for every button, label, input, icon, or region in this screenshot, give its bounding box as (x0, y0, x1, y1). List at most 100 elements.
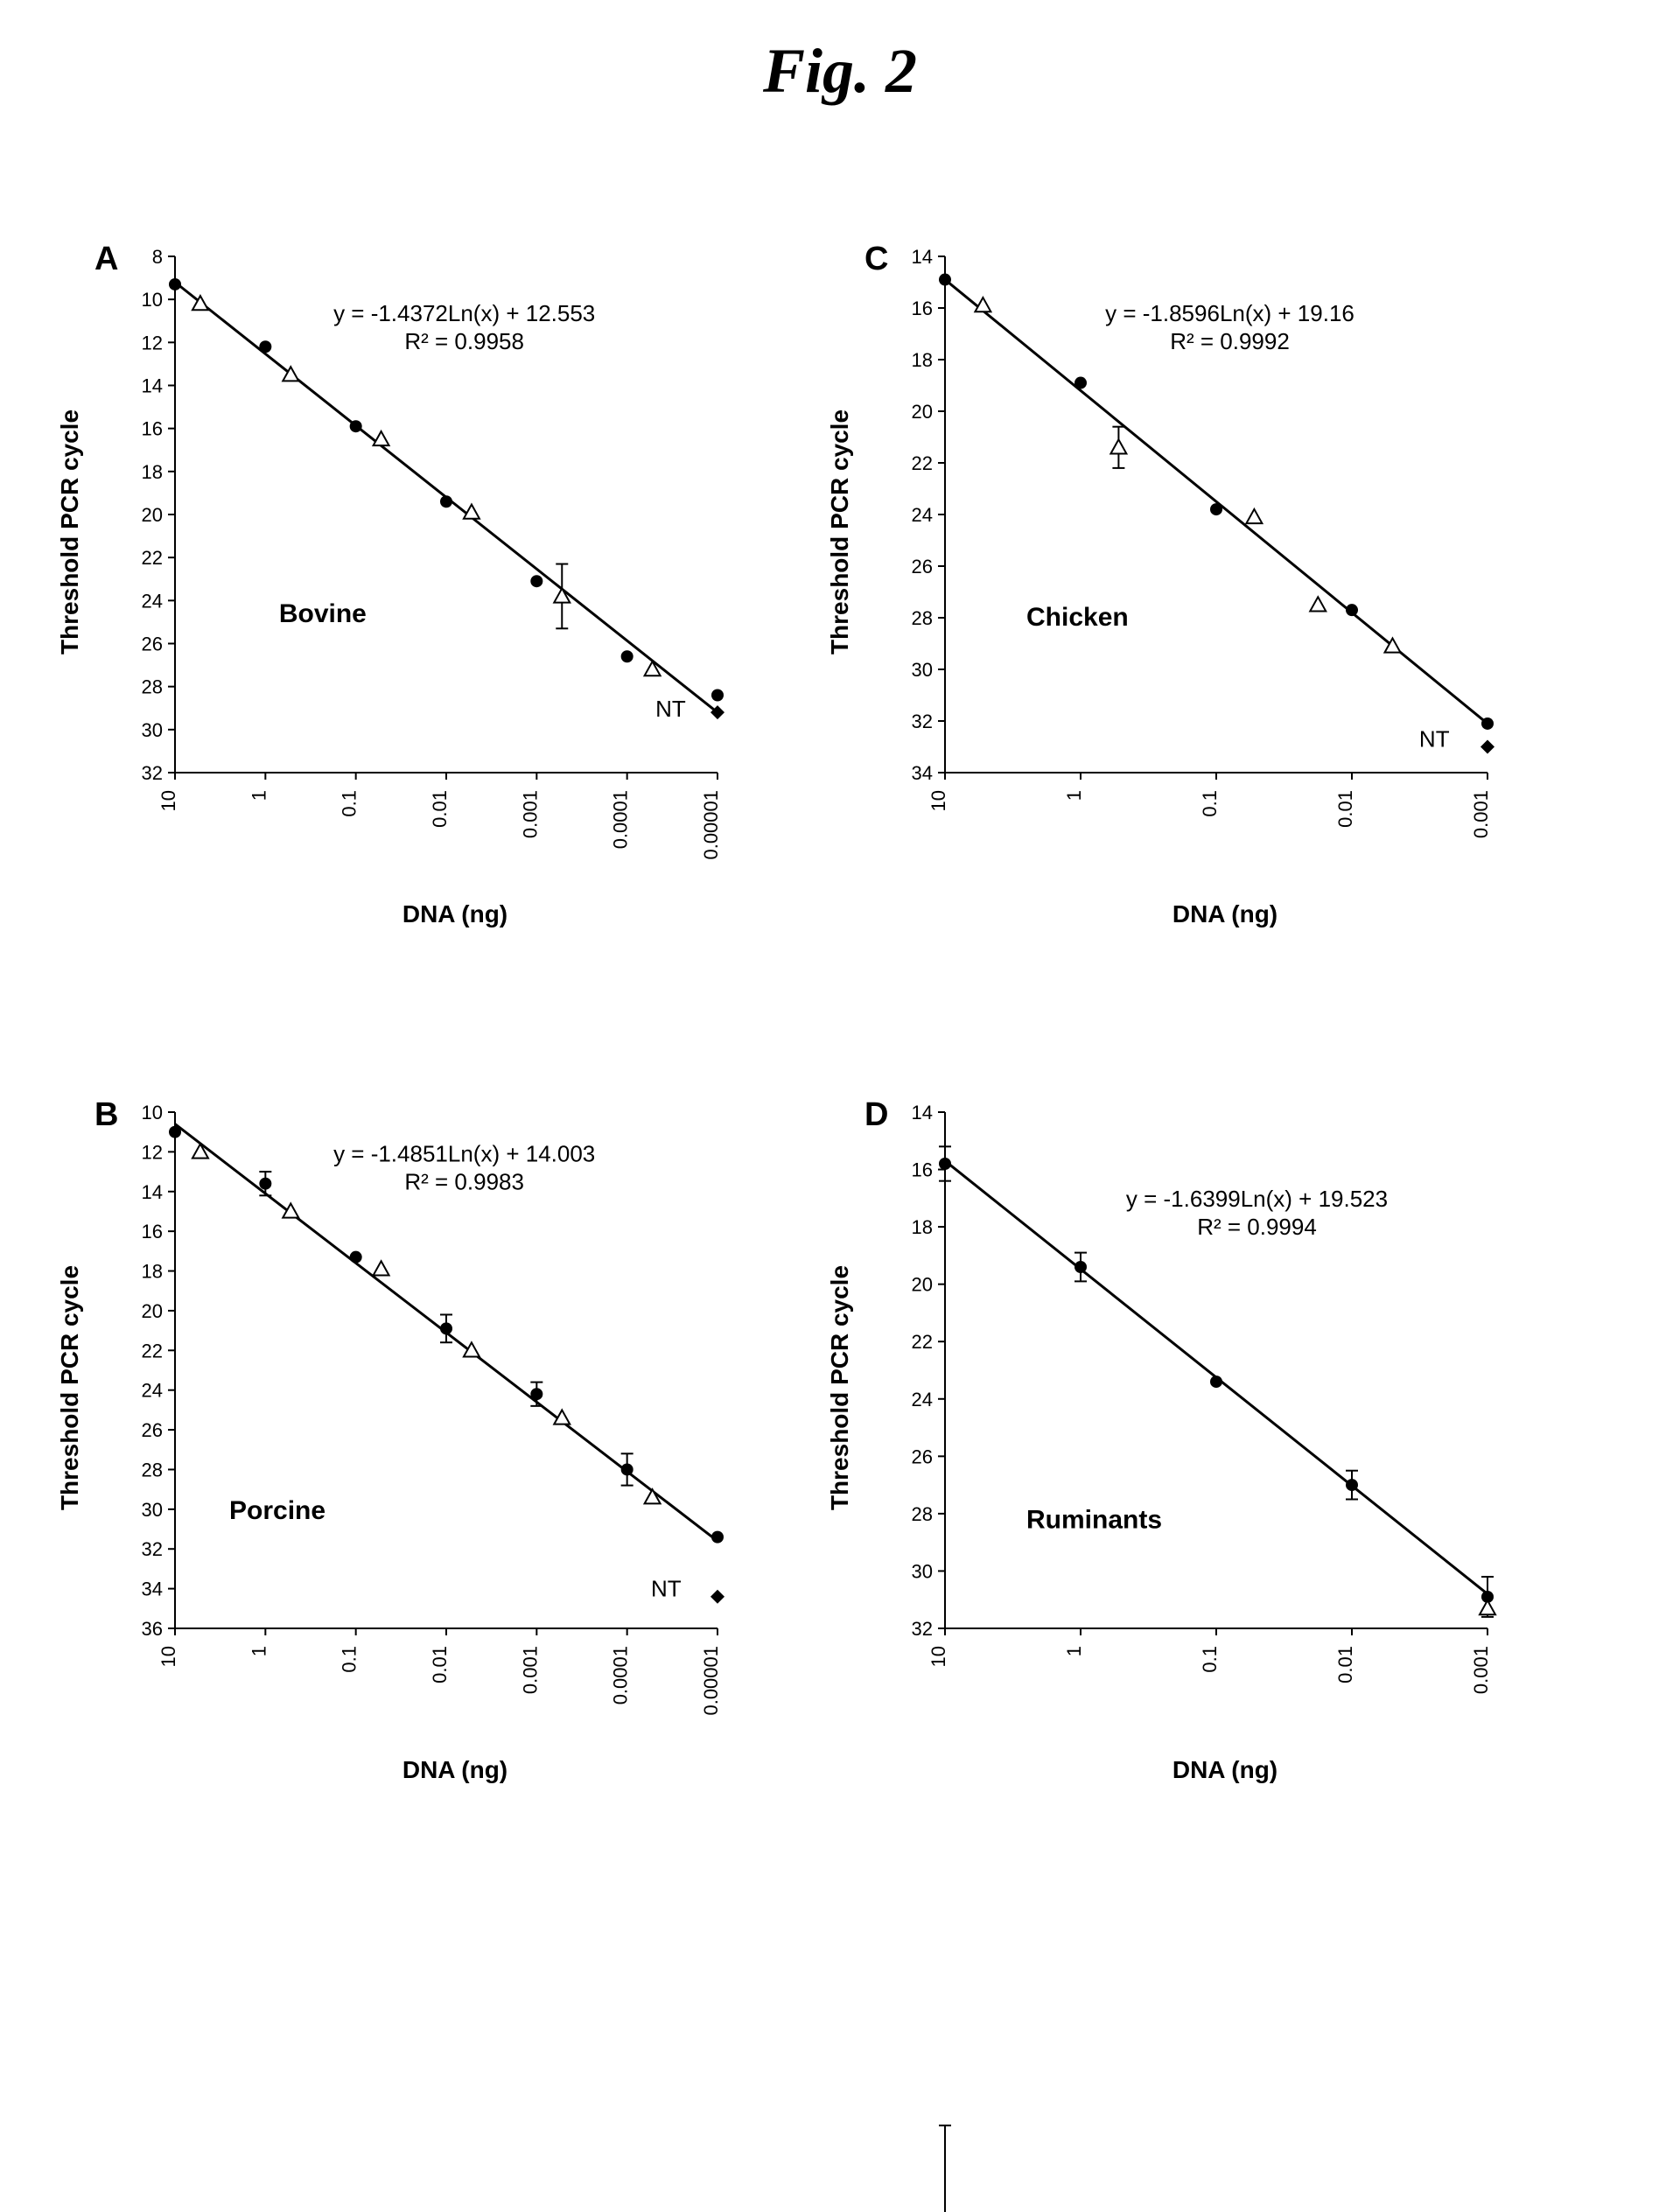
svg-text:36: 36 (142, 1618, 163, 1640)
svg-text:28: 28 (142, 1459, 163, 1480)
y-axis-label: Threshold PCR cycle (826, 1265, 854, 1510)
svg-text:28: 28 (912, 1503, 933, 1525)
svg-text:0.01: 0.01 (429, 790, 451, 828)
svg-text:10: 10 (158, 1646, 179, 1667)
svg-text:32: 32 (142, 1538, 163, 1560)
svg-text:10: 10 (142, 289, 163, 311)
svg-text:0.00001: 0.00001 (700, 1646, 722, 1716)
svg-text:24: 24 (142, 1380, 163, 1402)
svg-text:0.00001: 0.00001 (700, 790, 722, 860)
svg-text:26: 26 (142, 1419, 163, 1441)
svg-text:NT: NT (651, 1576, 682, 1602)
svg-text:26: 26 (912, 556, 933, 578)
svg-text:30: 30 (142, 1499, 163, 1521)
svg-text:16: 16 (912, 1159, 933, 1181)
svg-text:R² = 0.9983: R² = 0.9983 (404, 1169, 524, 1195)
svg-text:22: 22 (142, 1340, 163, 1362)
svg-text:1: 1 (248, 790, 270, 801)
panel-d: D Threshold PCR cycle 141618202224262830… (875, 1103, 1575, 1784)
svg-text:14: 14 (912, 246, 933, 268)
svg-text:0.1: 0.1 (339, 1646, 360, 1673)
svg-text:y = -1.4372Ln(x) + 12.553: y = -1.4372Ln(x) + 12.553 (333, 300, 595, 326)
svg-text:Ruminants: Ruminants (1026, 1505, 1162, 1534)
svg-text:20: 20 (912, 401, 933, 423)
svg-text:20: 20 (142, 1300, 163, 1322)
svg-text:0.001: 0.001 (519, 790, 541, 838)
svg-text:24: 24 (142, 590, 163, 612)
svg-text:20: 20 (912, 1274, 933, 1296)
panel-b: B Threshold PCR cycle 101214161820222426… (105, 1103, 805, 1784)
svg-text:28: 28 (142, 676, 163, 698)
y-axis-label: Threshold PCR cycle (826, 410, 854, 654)
svg-text:0.1: 0.1 (1199, 790, 1221, 817)
svg-text:26: 26 (912, 1446, 933, 1467)
chart-a: 81012141618202224262830321010.10.010.001… (105, 248, 735, 816)
svg-text:y = -1.8596Ln(x) + 19.16: y = -1.8596Ln(x) + 19.16 (1105, 300, 1354, 326)
svg-text:32: 32 (142, 762, 163, 784)
svg-text:1: 1 (1063, 1646, 1085, 1656)
svg-text:30: 30 (142, 719, 163, 741)
svg-text:22: 22 (142, 547, 163, 569)
x-axis-label: DNA (ng) (875, 900, 1575, 928)
svg-text:10: 10 (158, 790, 179, 811)
svg-text:16: 16 (142, 418, 163, 440)
svg-text:0.0001: 0.0001 (610, 790, 632, 849)
svg-text:0.0001: 0.0001 (610, 1646, 632, 1704)
svg-text:1: 1 (1063, 790, 1085, 801)
svg-text:22: 22 (912, 452, 933, 474)
svg-text:1: 1 (248, 1646, 270, 1656)
svg-text:NT: NT (655, 696, 686, 722)
svg-text:Chicken: Chicken (1026, 603, 1129, 632)
svg-text:12: 12 (142, 1141, 163, 1163)
svg-text:34: 34 (142, 1578, 163, 1600)
svg-text:18: 18 (912, 1216, 933, 1238)
svg-text:12: 12 (142, 332, 163, 354)
svg-text:24: 24 (912, 504, 933, 526)
svg-text:28: 28 (912, 607, 933, 629)
svg-text:14: 14 (142, 375, 163, 397)
svg-text:10: 10 (928, 790, 949, 811)
svg-text:R² = 0.9994: R² = 0.9994 (1197, 1214, 1317, 1240)
svg-text:16: 16 (912, 298, 933, 319)
svg-text:16: 16 (142, 1221, 163, 1242)
svg-text:NT: NT (1419, 726, 1450, 752)
svg-text:10: 10 (142, 1102, 163, 1124)
x-axis-label: DNA (ng) (105, 1756, 805, 1784)
svg-text:14: 14 (142, 1181, 163, 1203)
svg-text:0.1: 0.1 (1199, 1646, 1221, 1673)
svg-text:32: 32 (912, 710, 933, 732)
chart-b: 10121416182022242628303234361010.10.010.… (105, 1103, 735, 1672)
panel-c: C Threshold PCR cycle 141618202224262830… (875, 248, 1575, 928)
svg-text:0.01: 0.01 (429, 1646, 451, 1684)
x-axis-label: DNA (ng) (875, 1756, 1575, 1784)
svg-text:Bovine: Bovine (279, 599, 367, 628)
svg-text:24: 24 (912, 1389, 933, 1410)
svg-text:R² = 0.9958: R² = 0.9958 (404, 328, 524, 354)
svg-text:0.1: 0.1 (339, 790, 360, 817)
svg-text:8: 8 (152, 246, 163, 268)
svg-text:14: 14 (912, 1102, 933, 1124)
svg-text:0.001: 0.001 (519, 1646, 541, 1694)
svg-text:0.01: 0.01 (1334, 790, 1356, 828)
svg-text:22: 22 (912, 1331, 933, 1353)
svg-text:18: 18 (142, 1261, 163, 1283)
figure-title: Fig. 2 (105, 35, 1575, 108)
svg-text:R² = 0.9992: R² = 0.9992 (1170, 328, 1290, 354)
svg-text:30: 30 (912, 1560, 933, 1582)
svg-text:32: 32 (912, 1618, 933, 1640)
y-axis-label: Threshold PCR cycle (56, 1265, 84, 1510)
svg-text:0.01: 0.01 (1334, 1646, 1356, 1684)
svg-text:0.001: 0.001 (1470, 1646, 1492, 1694)
svg-text:26: 26 (142, 634, 163, 655)
svg-text:10: 10 (928, 1646, 949, 1667)
panel-grid: A Threshold PCR cycle 810121416182022242… (105, 248, 1575, 1784)
svg-text:0.001: 0.001 (1470, 790, 1492, 838)
x-axis-label: DNA (ng) (105, 900, 805, 928)
panel-a: A Threshold PCR cycle 810121416182022242… (105, 248, 805, 928)
svg-text:y = -1.6399Ln(x) + 19.523: y = -1.6399Ln(x) + 19.523 (1126, 1186, 1388, 1212)
y-axis-label: Threshold PCR cycle (56, 410, 84, 654)
svg-text:18: 18 (142, 461, 163, 483)
svg-text:20: 20 (142, 504, 163, 526)
svg-text:Porcine: Porcine (229, 1496, 326, 1525)
svg-text:30: 30 (912, 659, 933, 681)
